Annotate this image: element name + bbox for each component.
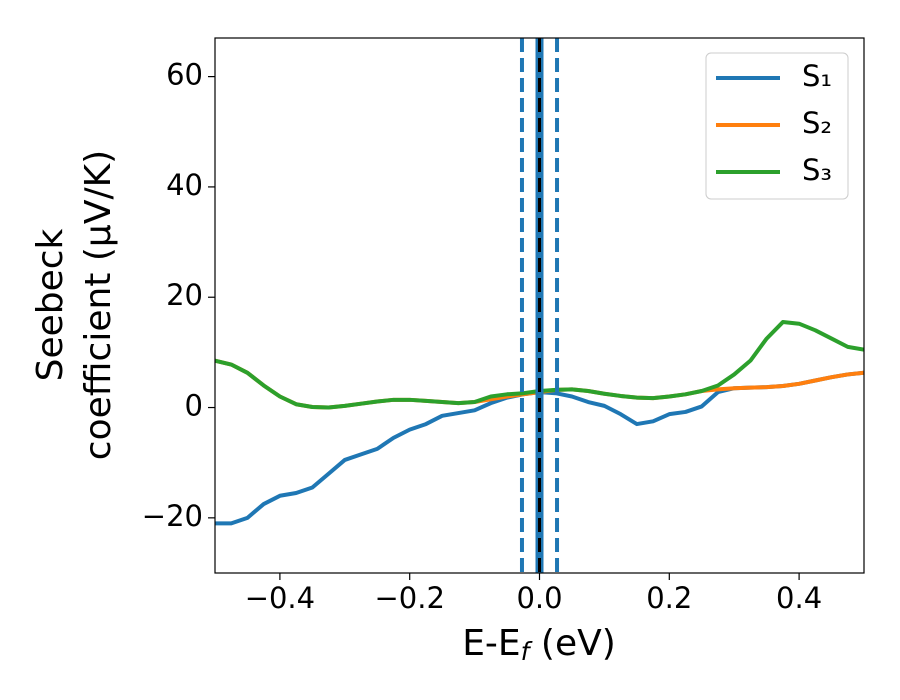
x-tick-label: 0.2 — [646, 581, 692, 615]
x-tick-label: 0.0 — [516, 581, 562, 615]
legend-label: S₃ — [802, 153, 832, 187]
y-axis-label: coefficient (μV/K) — [78, 150, 119, 460]
y-tick-label: 0 — [185, 389, 203, 423]
legend-label: S₂ — [802, 106, 832, 140]
y-tick-label: 60 — [166, 58, 203, 92]
legend-label: S₁ — [802, 59, 832, 93]
y-tick-label: 20 — [166, 278, 203, 312]
x-label-part: E-E — [462, 623, 520, 664]
x-tick-label: 0.4 — [776, 581, 822, 615]
x-tick-label: −0.2 — [374, 581, 444, 615]
x-tick-label: −0.4 — [245, 581, 315, 615]
plot — [215, 38, 864, 573]
y-axis-label: Seebeck — [30, 228, 71, 381]
x-axis-label: E-Ef (eV) — [462, 623, 616, 666]
x-label-part: (eV) — [529, 623, 615, 664]
y-tick-label: 40 — [166, 168, 203, 202]
y-tick-label: −20 — [142, 499, 203, 533]
